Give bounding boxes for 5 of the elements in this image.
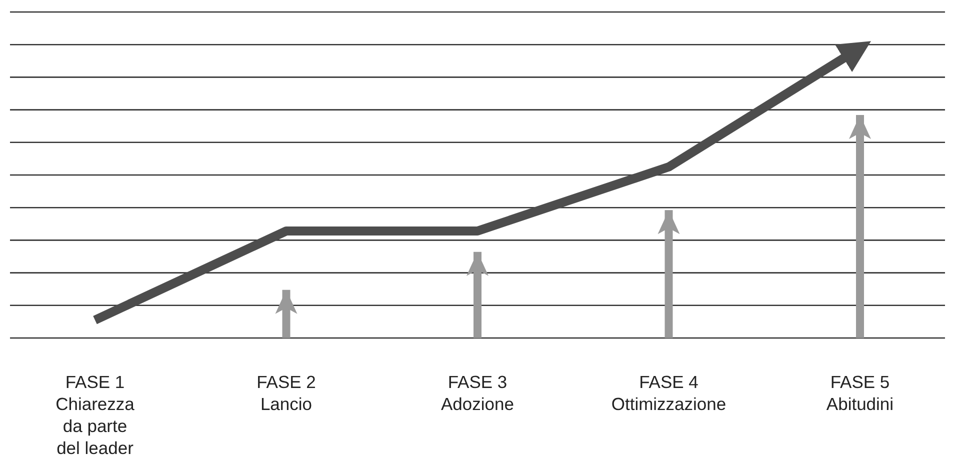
x-tick-label: FASE 5 Abitudini [826, 372, 894, 414]
x-tick-label: FASE 4 Ottimizzazione [611, 372, 726, 414]
x-tick-label: FASE 2 Lancio [256, 372, 316, 414]
x-tick-label: FASE 1 Chiarezza da parte del leader [56, 372, 135, 458]
x-tick-label: FASE 3 Adozione [441, 372, 514, 414]
